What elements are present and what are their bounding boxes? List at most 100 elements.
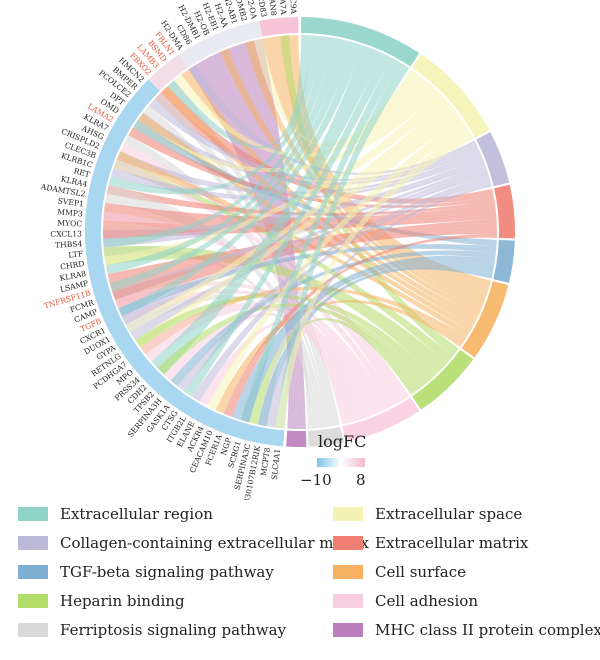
gene-arc (89, 274, 108, 288)
gene-arc (123, 101, 142, 119)
gene-arc (240, 22, 254, 41)
gene-arc (259, 19, 272, 37)
chord-ribbon (167, 35, 312, 149)
term-arc (307, 426, 344, 447)
gene-arc (110, 325, 129, 342)
gene-arc (103, 134, 123, 151)
gene-arc (100, 143, 119, 159)
legend-item: Extracellular matrix (333, 532, 528, 554)
gene-arc (268, 18, 281, 36)
legend-label: Collagen-containing extracellular matrix (60, 534, 369, 552)
gene-arc (137, 362, 157, 381)
scale-title: logFC (318, 432, 367, 451)
gene-label: MCPT8 (259, 447, 272, 477)
legend-label: Cell surface (375, 563, 467, 581)
legend-swatch (18, 623, 48, 637)
gene-arc (170, 54, 188, 74)
term-arc (412, 349, 474, 410)
gene-arc (288, 17, 299, 34)
legend-item: Cell adhesion (333, 590, 478, 612)
gene-arc (87, 190, 105, 203)
gene-arc (86, 256, 104, 269)
scale-max-label: 8 (356, 471, 366, 489)
gene-arc (203, 35, 220, 55)
gene-label-group: CLEC9ASEMA7ATSPAN8CD83H2-OAH2-DMB2H2-AB1… (39, 0, 298, 500)
gene-label: SVEP1 (57, 196, 84, 208)
ribbon-group (103, 35, 497, 429)
gene-arc (263, 428, 276, 446)
gene-label: CHRD (60, 259, 85, 271)
gene-arc (234, 421, 249, 440)
chord-ribbon (135, 109, 462, 348)
legend-swatch (18, 507, 48, 521)
chord-ribbon (184, 52, 392, 397)
gene-arc (216, 415, 232, 434)
legend-label: MHC class II protein complex (375, 621, 600, 639)
gene-arc (93, 161, 112, 176)
gene-arc (131, 355, 151, 374)
term-arc (301, 17, 420, 67)
gene-arc (98, 300, 117, 316)
legend-swatch (333, 623, 363, 637)
gene-arc (278, 17, 290, 34)
gene-label: CLEC9A (288, 0, 298, 15)
gene-arc (190, 403, 207, 422)
gene-arc (166, 387, 184, 407)
chord-ribbon (103, 211, 497, 230)
chord-ribbon (249, 318, 419, 425)
term-arc (412, 54, 490, 138)
legend-item: Collagen-containing extracellular matrix (18, 532, 369, 554)
gene-arc (173, 393, 191, 412)
term-arc (493, 239, 515, 283)
gene-arc (195, 39, 211, 59)
gene-arc (198, 407, 215, 427)
gene-arc (85, 238, 102, 249)
term-legend: Extracellular region Extracellular space C… (18, 503, 600, 653)
gene-label: RET (73, 166, 91, 179)
gene-arc (101, 308, 121, 325)
legend-label: TGF-beta signaling pathway (60, 563, 274, 581)
legend-item: Extracellular region (18, 503, 213, 525)
gene-arc (85, 209, 103, 221)
gene-label: CXCL13 (50, 229, 82, 238)
chord-ribbon (128, 127, 495, 208)
legend-item: Heparin binding (18, 590, 185, 612)
chord-ribbon (115, 281, 389, 412)
legend-label: Extracellular matrix (375, 534, 529, 552)
gene-arc (162, 60, 181, 79)
gene-label: SEMA7A (277, 0, 289, 15)
legend-label: Cell adhesion (375, 592, 478, 610)
legend-swatch (333, 565, 363, 579)
gene-arc (244, 424, 258, 443)
gene-arc (144, 369, 163, 388)
term-arc (476, 132, 510, 187)
legend-label: Heparin binding (60, 592, 185, 610)
gene-arc (253, 426, 267, 444)
logfc-color-scale: logFC −10 8 (300, 432, 390, 492)
chord-ribbon (106, 185, 495, 216)
legend-label: Extracellular space (375, 505, 523, 523)
gene-arc (273, 429, 285, 447)
gene-label: THBS4 (55, 239, 83, 250)
gene-arc (221, 28, 237, 47)
scale-gradient-bar (317, 458, 365, 467)
gene-arc (88, 265, 106, 279)
gene-arc (105, 317, 125, 334)
term-arc (342, 397, 420, 443)
gene-arc (212, 31, 228, 51)
arc-group (85, 17, 515, 447)
gene-arc (134, 86, 154, 105)
gene-arc (85, 229, 102, 240)
chord-ribbon (137, 112, 474, 332)
legend-swatch (333, 536, 363, 550)
gene-arc (128, 94, 148, 112)
gene-label: CD83 (256, 0, 269, 18)
chord-ribbon (122, 168, 488, 325)
legend-swatch (333, 507, 363, 521)
legend-item: TGF-beta signaling pathway (18, 561, 274, 583)
legend-item: MHC class II protein complex (333, 619, 600, 641)
gene-arc (85, 247, 103, 259)
gene-arc (94, 291, 114, 307)
gene-arc (120, 340, 139, 358)
legend-label: Extracellular region (60, 505, 213, 523)
